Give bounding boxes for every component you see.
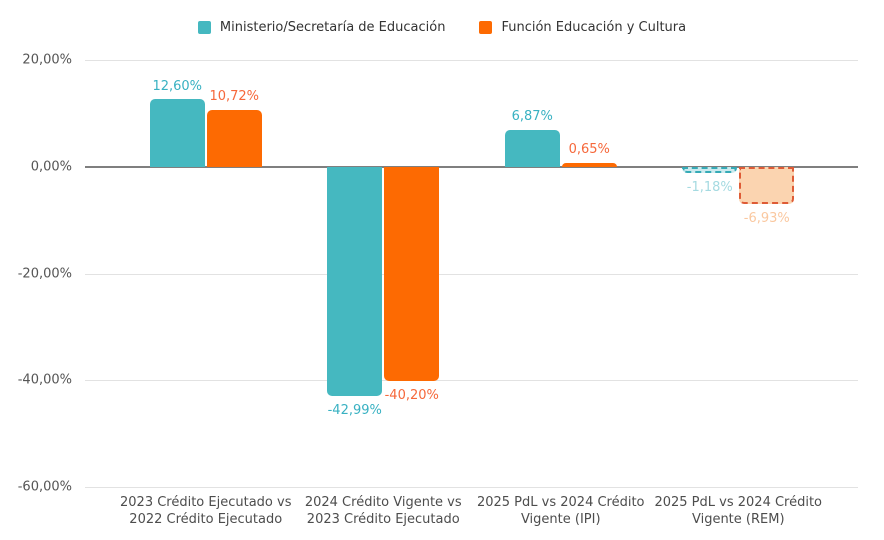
plot-area: 12,60% 10,72% 2023 Crédito Ejecutado vs 20… xyxy=(85,60,858,527)
legend-item-funcion[interactable]: Función Educación y Cultura xyxy=(479,20,686,35)
x-axis-category-label: 2023 Crédito Ejecutado vs 2022 Crédito E… xyxy=(120,495,292,527)
bar-value-label: -42,99% xyxy=(327,403,382,419)
legend-item-ministerio[interactable]: Ministerio/Secretaría de Educación xyxy=(197,20,446,35)
y-axis-tick-label: -60,00% xyxy=(17,479,72,495)
gridline xyxy=(85,60,858,61)
bar-funcion[interactable] xyxy=(206,109,262,167)
gridline xyxy=(85,487,858,488)
gridline xyxy=(85,273,858,275)
x-axis-category-label: 2025 PdL vs 2024 Crédito Vigente (REM) xyxy=(654,495,823,527)
bar-value-label: 10,72% xyxy=(209,88,260,104)
x-axis-category-label: 2024 Crédito Vigente vs 2023 Crédito Eje… xyxy=(304,495,462,527)
bar-value-label: 12,60% xyxy=(152,78,203,94)
bar-value-label: 0,65% xyxy=(568,142,610,158)
bar-ministerio[interactable] xyxy=(149,99,205,167)
zero-axis-line xyxy=(85,165,858,168)
chart-legend: Ministerio/Secretaría de Educación Funci… xyxy=(0,20,884,35)
legend-label-funcion: Función Educación y Cultura xyxy=(501,20,687,35)
bar-value-label: -1,18% xyxy=(686,180,733,196)
legend-swatch-orange-icon xyxy=(479,21,493,34)
y-axis: 20,00% 0,00% -20,00% -40,00% -60,00% xyxy=(0,53,78,495)
x-axis-category-label: 2025 PdL vs 2024 Crédito Vigente (IPI) xyxy=(476,495,645,527)
bar-funcion[interactable] xyxy=(384,166,440,382)
legend-swatch-teal-icon xyxy=(197,21,211,34)
y-axis-tick-label: -40,00% xyxy=(17,372,72,388)
bar-value-label: -6,93% xyxy=(743,210,790,226)
y-axis-tick-label: 0,00% xyxy=(30,159,72,175)
y-axis-tick-label: 20,00% xyxy=(22,52,72,68)
bar-value-label: -40,20% xyxy=(384,388,439,404)
bar-value-label: 6,87% xyxy=(511,109,553,125)
bar-ministerio-projected[interactable] xyxy=(682,166,738,174)
bar-ministerio[interactable] xyxy=(327,166,383,397)
bar-ministerio[interactable] xyxy=(504,130,560,167)
bar-funcion[interactable] xyxy=(561,163,617,167)
y-axis-tick-label: -20,00% xyxy=(17,266,72,281)
bar-funcion-projected[interactable] xyxy=(739,166,795,204)
gridline xyxy=(85,380,858,382)
legend-label-ministerio: Ministerio/Secretaría de Educación xyxy=(219,20,446,35)
